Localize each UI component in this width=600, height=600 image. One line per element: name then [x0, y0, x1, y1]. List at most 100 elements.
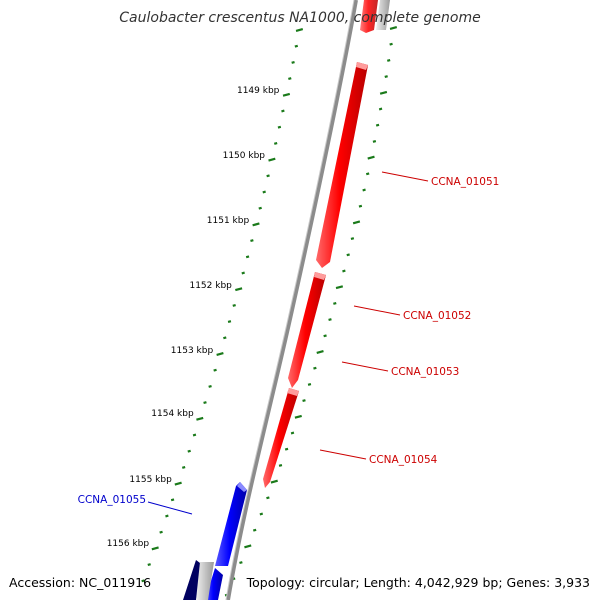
major-tick	[352, 220, 361, 225]
minor-tick	[278, 463, 283, 467]
gene-label[interactable]: CCNA_01054	[369, 454, 438, 466]
gene-leader-line	[319, 449, 367, 460]
minor-tick	[250, 239, 254, 243]
major-tick	[294, 414, 302, 419]
gene-label[interactable]: CCNA_01051	[431, 176, 499, 188]
major-tick	[268, 157, 276, 162]
minor-tick	[266, 496, 270, 500]
tick-label: 1153 kbp	[171, 346, 214, 356]
minor-tick	[350, 237, 355, 241]
major-tick	[216, 352, 224, 356]
gene-label[interactable]: CCNA_01055	[78, 494, 146, 506]
minor-tick	[372, 139, 377, 143]
minor-tick	[208, 384, 212, 388]
gene-leader-line	[341, 361, 389, 372]
major-tick	[295, 28, 304, 32]
minor-tick	[294, 44, 299, 48]
genome-summary-text: Topology: circular; Length: 4,042,929 bp…	[246, 575, 590, 590]
minor-tick	[232, 303, 236, 307]
major-tick	[335, 285, 344, 290]
genome-title: Caulobacter crescentus NA1000, complete …	[119, 10, 481, 26]
minor-tick	[245, 255, 250, 259]
gene-leader-line	[147, 501, 193, 515]
minor-tick	[262, 190, 266, 194]
tick-label: 1155 kbp	[129, 475, 172, 485]
major-tick	[282, 92, 291, 97]
gene-labels: CCNA_01051 CCNA_01052 CCNA_01053 CCNA_01054…	[78, 176, 500, 506]
minor-tick	[358, 204, 363, 208]
minor-tick	[291, 60, 295, 64]
minor-tick	[386, 58, 391, 62]
minor-tick	[375, 123, 380, 127]
tick-label: 1156 kbp	[107, 539, 150, 549]
gene-partial-bottom	[183, 560, 223, 600]
tick-labels: 1149 kbp 1150 kbp 1151 kbp 1152 kbp 1153 kbp…	[107, 86, 280, 549]
major-tick	[379, 90, 388, 95]
major-tick	[235, 287, 243, 292]
backbone-highlight	[225, 0, 355, 600]
major-tick	[270, 479, 278, 484]
minor-tick	[302, 399, 306, 403]
minor-tick	[365, 172, 370, 176]
minor-tick	[266, 174, 270, 178]
minor-tick	[333, 301, 337, 305]
gene-leader-line	[381, 171, 429, 182]
gene-arrow-ccna-01052[interactable]	[288, 272, 326, 388]
minor-tick	[277, 125, 282, 129]
major-tick	[151, 546, 159, 551]
tick-label: 1149 kbp	[237, 86, 280, 96]
minor-tick	[342, 269, 346, 273]
tick-label: 1152 kbp	[189, 281, 232, 291]
minor-tick	[252, 528, 257, 532]
minor-tick	[258, 206, 262, 210]
minor-tick	[147, 563, 151, 567]
minor-tick	[223, 336, 227, 340]
minor-tick	[239, 561, 243, 565]
gene-label[interactable]: CCNA_01053	[391, 366, 459, 378]
major-tick	[389, 26, 398, 30]
minor-tick	[259, 512, 264, 516]
major-tick	[316, 350, 324, 354]
minor-tick	[241, 271, 245, 275]
minor-tick	[288, 77, 292, 81]
minor-tick	[187, 449, 191, 453]
gene-arrow-ccna-01053[interactable]	[263, 388, 299, 488]
minor-tick	[273, 141, 278, 145]
major-tick	[196, 416, 204, 421]
minor-tick	[165, 514, 169, 518]
minor-tick	[389, 42, 393, 46]
minor-tick	[290, 431, 295, 435]
tick-label: 1151 kbp	[207, 216, 250, 226]
gene-leader-line	[353, 305, 401, 316]
genome-backbone	[226, 0, 358, 600]
minor-tick	[192, 433, 197, 437]
minor-tick	[323, 334, 327, 338]
major-tick	[252, 222, 260, 227]
major-tick	[367, 155, 375, 160]
tick-label: 1154 kbp	[151, 409, 194, 419]
minor-tick	[313, 366, 317, 370]
outer-tick-ring	[224, 26, 398, 597]
minor-tick	[284, 447, 289, 451]
minor-tick	[213, 368, 217, 372]
minor-tick	[203, 401, 207, 405]
major-tick	[174, 481, 182, 486]
accession-text: Accession: NC_011916	[9, 575, 152, 590]
gene-arrow-ccna-01055[interactable]	[215, 482, 247, 566]
gene-label-leaders	[147, 171, 429, 515]
gene-label[interactable]: CCNA_01052	[403, 310, 471, 322]
minor-tick	[328, 318, 332, 322]
minor-tick	[281, 109, 285, 113]
minor-tick	[159, 530, 163, 534]
minor-tick	[362, 188, 366, 192]
minor-tick	[307, 382, 312, 386]
gene-partial-top	[360, 0, 390, 33]
minor-tick	[141, 579, 145, 583]
inner-tick-ring	[141, 28, 304, 583]
tick-label: 1150 kbp	[223, 151, 266, 161]
minor-tick	[378, 107, 383, 111]
minor-tick	[384, 75, 388, 79]
minor-tick	[227, 320, 232, 324]
gene-arrow-ccna-01051[interactable]	[316, 62, 368, 268]
